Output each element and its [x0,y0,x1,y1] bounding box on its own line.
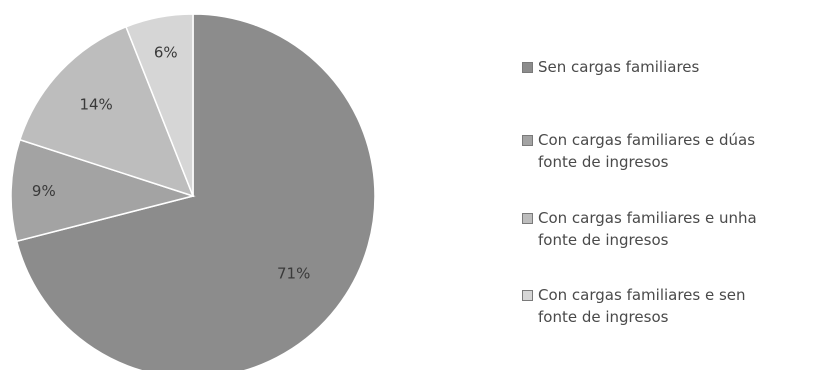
legend-swatch-unha-fonte [522,213,533,224]
legend-swatch-sen-fonte [522,290,533,301]
legend-item-duas-fontes: Con cargas familiares e dúas fonte de in… [522,129,823,173]
pie-slice-duas-fontes [10,138,196,243]
slice-label-duas-fontes: 9% [32,182,56,200]
legend-swatch-sen-cargas [522,62,533,73]
pie-slice-sen-fonte [125,13,194,197]
legend-label-sen-cargas: Sen cargas familiares [538,58,700,76]
legend-label-unha-fonte: Con cargas familiares e unha fonte de in… [538,209,757,249]
legend-label-duas-fontes: Con cargas familiares e dúas fonte de in… [538,131,756,171]
slice-label-unha-fonte: 14% [79,96,112,114]
slice-label-sen-fonte: 6% [154,43,178,61]
legend-swatch-duas-fontes [522,135,533,146]
legend-item-sen-cargas: Sen cargas familiares [522,56,823,78]
legend-item-unha-fonte: Con cargas familiares e unha fonte de in… [522,207,823,251]
pie-slice-unha-fonte [18,25,195,198]
pie-slice-sen-cargas [15,13,376,370]
slice-label-sen-cargas: 71% [277,265,310,283]
legend-item-sen-fonte: Con cargas familiares e sen fonte de ing… [522,284,823,328]
legend-label-sen-fonte: Con cargas familiares e sen fonte de ing… [538,286,746,326]
